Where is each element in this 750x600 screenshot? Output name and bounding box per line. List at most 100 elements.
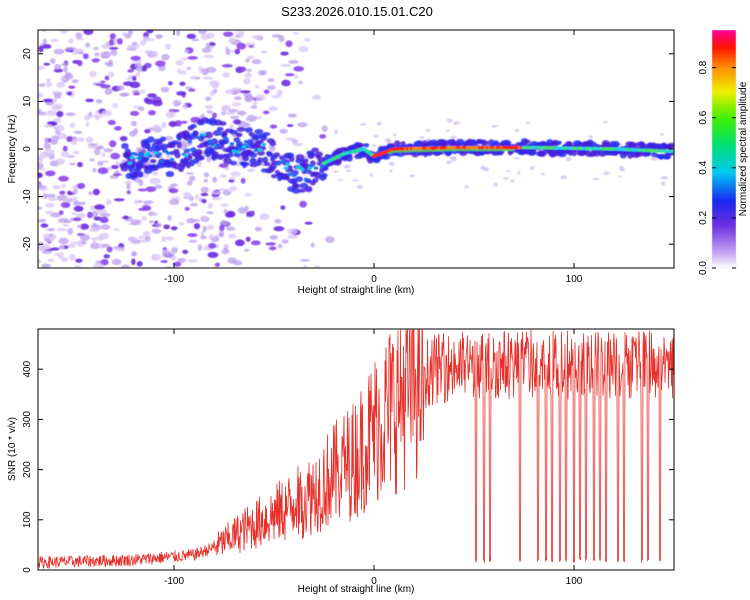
spectrogram-noise-blob [200, 186, 209, 193]
spectrogram-ridge-halo [257, 157, 264, 164]
spectrogram-ridge-halo [298, 188, 306, 193]
spectrogram-noise-blob [540, 172, 545, 176]
spectrogram-noise-blob [113, 198, 125, 202]
spectrogram-noise-blob [148, 220, 155, 224]
spectrogram-noise-blob [260, 50, 268, 54]
spectrogram-noise-blob [187, 233, 198, 238]
spectrogram-noise-blob [186, 33, 197, 39]
spectrogram-noise-blob [208, 41, 216, 47]
spectrogram-noise-blob [53, 103, 63, 109]
spectrogram-noise-blob [101, 243, 110, 248]
spectrogram-noise-blob [140, 89, 146, 94]
spectrogram-noise-blob [219, 174, 227, 178]
spectrogram-noise-blob [245, 115, 257, 122]
spectrogram-noise-blob [389, 169, 393, 173]
spectrogram-noise-blob [204, 104, 214, 110]
spectrogram-noise-blob [45, 102, 54, 106]
spectrogram-ridge-halo [288, 156, 295, 163]
spectrogram-noise-blob [91, 236, 100, 241]
spectrogram-noise-blob [97, 235, 104, 241]
spectrogram-noise-blob [60, 201, 71, 208]
spectrogram-noise-blob [91, 58, 100, 63]
spectrogram-noise-blob [211, 196, 222, 201]
spectrogram-noise-blob [220, 203, 229, 207]
spectrogram-noise-blob [388, 161, 395, 166]
snr-y-tick-label: 400 [22, 360, 33, 377]
spectrogram-noise-blob [228, 108, 239, 113]
spectrogram-noise-blob [333, 129, 339, 134]
spectrogram-noise-blob [62, 223, 69, 227]
spectrogram-noise-blob [298, 80, 303, 85]
snr-y-axis-label: SNR (10 * v/v) [7, 417, 18, 481]
spectrogram-noise-blob [369, 173, 373, 177]
spectrogram-noise-blob [293, 66, 304, 72]
spectrogram-ridge-halo [312, 178, 319, 183]
snr-y-tick-label: 100 [22, 511, 33, 528]
spectrogram-noise-blob [38, 162, 44, 170]
spectrogram-noise-blob [277, 244, 283, 249]
spectrogram-ridge-halo [205, 146, 214, 153]
spectrogram-ridge-core [153, 151, 159, 155]
spectrogram-noise-blob [203, 172, 210, 178]
spectrogram-noise-blob [137, 106, 145, 111]
spectrogram-noise-blob [224, 89, 235, 94]
spectrogram-noise-blob [179, 81, 186, 86]
spectrogram-noise-blob [265, 242, 277, 246]
spectrogram-noise-blob [61, 183, 66, 188]
spectrogram-noise-blob [58, 245, 65, 250]
spectrogram-ridge-core [299, 167, 305, 172]
spectrogram-noise-blob [64, 72, 72, 78]
spectrogram-ridge-core [157, 152, 163, 156]
spectrogram-noise-blob [65, 46, 76, 51]
spectrogram-noise-blob [200, 215, 208, 222]
spectrogram-noise-blob [516, 171, 521, 175]
spectrogram-noise-blob [131, 41, 138, 46]
spectrogram-noise-blob [130, 219, 140, 226]
spectrogram-ridge-core [275, 162, 281, 166]
spectrogram-noise-blob [279, 128, 288, 134]
spectrogram-noise-blob [50, 247, 60, 251]
spectrogram-noise-blob [225, 226, 236, 231]
spectrogram-noise-blob [235, 48, 240, 52]
spectrogram-noise-blob [299, 200, 307, 208]
spectrogram-noise-blob [132, 76, 137, 81]
colorbar-tick-label: 0.6 [698, 110, 709, 124]
spectrogram-noise-blob [236, 110, 247, 116]
spectrogram-noise-blob [182, 249, 189, 254]
spectrogram-noise-blob [222, 72, 230, 78]
spectrogram-noise-blob [273, 226, 285, 232]
spectrogram-y-tick-label: -20 [22, 237, 33, 252]
spectrogram-noise-blob [201, 198, 207, 204]
spectrogram-noise-blob [493, 182, 498, 187]
spectrogram-ridge-core [243, 140, 249, 144]
spectrogram-noise-blob [254, 226, 263, 232]
spectrogram-noise-blob [66, 244, 76, 248]
spectrogram-ridge-halo [295, 158, 301, 164]
spectrogram-ridge-core [245, 145, 251, 149]
spectrogram-noise-blob [219, 224, 225, 232]
spectrogram-noise-blob [245, 236, 251, 242]
spectrogram-noise-blob [109, 33, 116, 40]
spectrogram-noise-blob [130, 110, 140, 116]
spectrogram-noise-blob [269, 124, 278, 129]
spectrogram-noise-blob [144, 129, 151, 134]
spectrogram-ridge-halo [192, 130, 199, 136]
spectrogram-noise-blob [246, 55, 255, 60]
spectrogram-ridge-halo [262, 132, 271, 137]
spectrogram-noise-blob [208, 233, 215, 240]
snr-panel: -100 0 100 0 100 200 300 400 Height of straight… [7, 328, 675, 595]
spectrogram-noise-blob [143, 200, 154, 204]
spectrogram-ridge-core [207, 139, 213, 143]
spectrogram-noise-blob [66, 136, 73, 143]
spectrogram-noise-blob [297, 122, 308, 128]
spectrogram-noise-blob [39, 243, 51, 251]
spectrogram-noise-blob [46, 80, 52, 88]
spectrogram-noise-blob [187, 259, 198, 263]
spectrogram-noise-blob [54, 93, 62, 99]
spectrogram-ridge-halo [194, 149, 203, 156]
spectrogram-noise-blob [143, 97, 150, 104]
spectrogram-ridge-halo [178, 167, 184, 173]
spectrogram-noise-blob [155, 34, 163, 39]
spectrogram-noise-blob [152, 99, 163, 107]
spectrogram-noise-blob [151, 253, 157, 261]
